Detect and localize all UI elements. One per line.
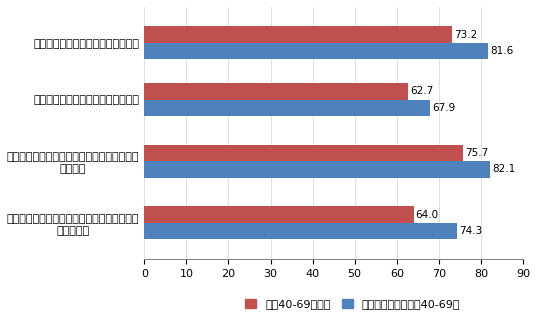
Bar [144, 83, 408, 100]
Legend: 女性40-69歳全体, 園芸趣味ありの女性40-69歳: 女性40-69歳全体, 園芸趣味ありの女性40-69歳 [241, 295, 465, 314]
Bar [144, 206, 413, 223]
Bar [144, 43, 488, 60]
Bar [144, 161, 490, 178]
Text: 74.3: 74.3 [459, 226, 482, 236]
Text: 81.6: 81.6 [490, 46, 513, 56]
Text: 73.2: 73.2 [454, 30, 477, 40]
Text: 64.0: 64.0 [416, 210, 439, 220]
Bar [144, 145, 463, 161]
Text: 62.7: 62.7 [410, 86, 433, 96]
Text: 75.7: 75.7 [465, 148, 488, 158]
Bar [144, 100, 430, 116]
Bar [144, 27, 452, 43]
Text: 67.9: 67.9 [432, 103, 455, 113]
Bar [144, 223, 457, 239]
Text: 82.1: 82.1 [492, 164, 515, 174]
